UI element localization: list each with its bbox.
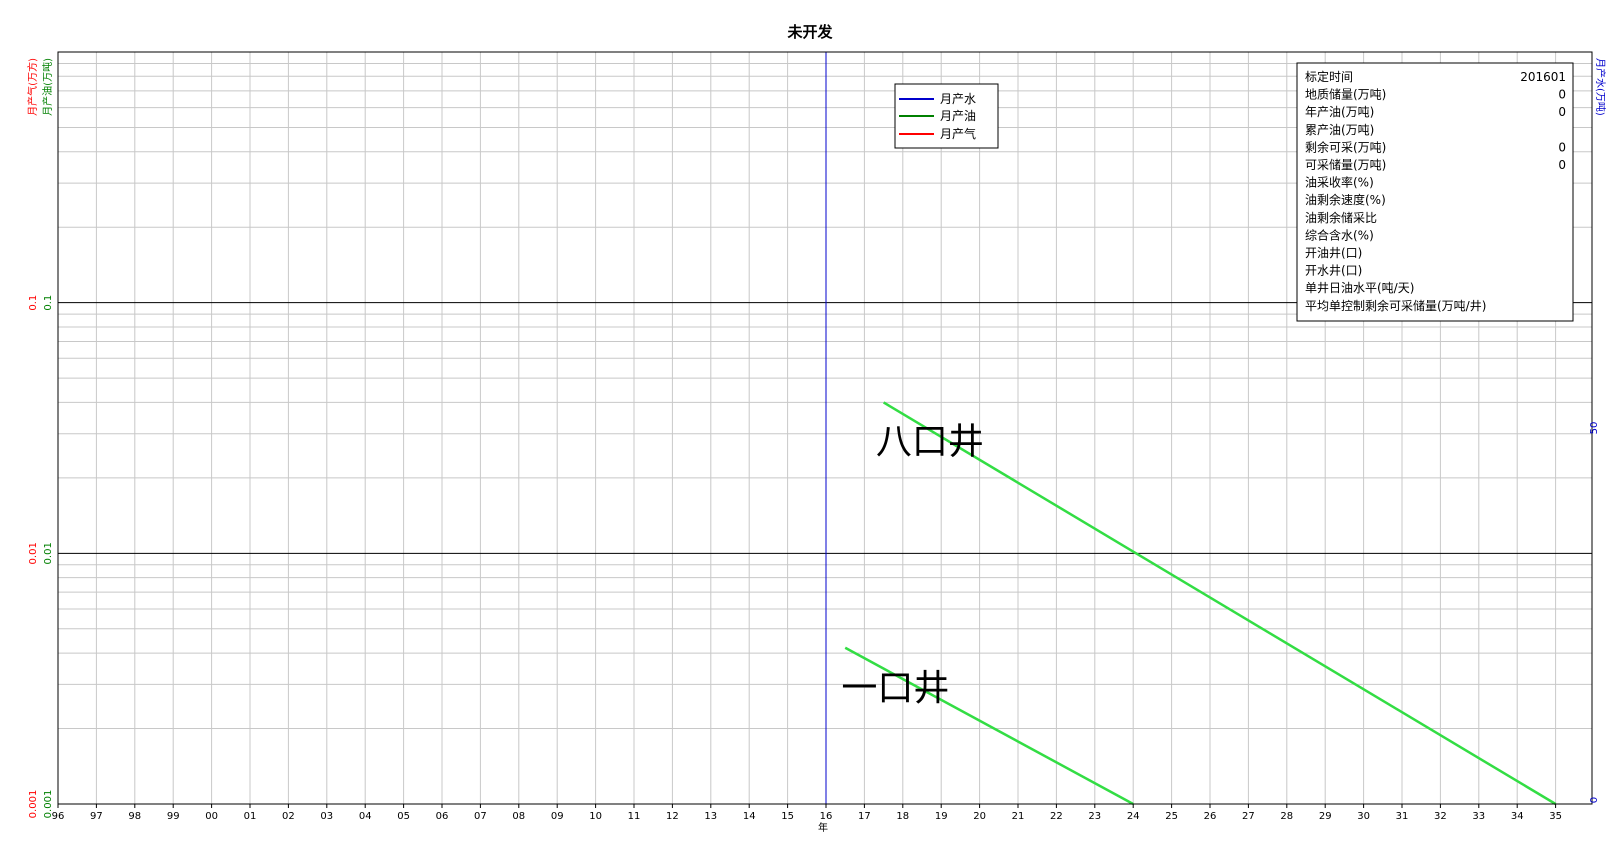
- x-tick-label: 20: [973, 811, 986, 822]
- y-ticks: 0.001 0.001 0.01 0.01 0.1 0.1: [28, 295, 54, 819]
- x-tick-label: 32: [1434, 811, 1447, 822]
- info-label: 累产油(万吨): [1305, 123, 1374, 137]
- grid: [58, 52, 1592, 804]
- x-tick-label: 27: [1242, 811, 1255, 822]
- x-tick-label: 01: [244, 811, 257, 822]
- x-tick-label: 19: [935, 811, 948, 822]
- legend-label-oil: 月产油: [940, 109, 976, 123]
- y-tick-label: 0.1: [28, 295, 39, 311]
- x-tick-label: 03: [320, 811, 333, 822]
- info-value: 0: [1558, 105, 1566, 119]
- y-tick-label: 0.01: [28, 542, 39, 564]
- legend-label-water: 月产水: [940, 92, 976, 106]
- info-label: 单井日油水平(吨/天): [1305, 281, 1414, 295]
- x-tick-label: 02: [282, 811, 295, 822]
- info-label: 油采收率(%): [1305, 175, 1374, 190]
- y-tick-label: 0.001: [28, 790, 39, 819]
- info-label: 油剩余速度(%): [1305, 192, 1386, 207]
- x-tick-label: 26: [1204, 811, 1217, 822]
- info-box: 标定时间 201601 地质储量(万吨) 0 年产油(万吨) 0 累产油(万吨) 剩余可采(万…: [1296, 62, 1574, 322]
- x-tick-label: 15: [781, 811, 794, 822]
- x-tick-label: 09: [551, 811, 564, 822]
- left-axis-label-gas: 月产气(万方): [26, 58, 39, 116]
- legend-label-gas: 月产气: [940, 126, 976, 141]
- info-value: 201601: [1520, 70, 1566, 84]
- x-tick-label: 22: [1050, 811, 1063, 822]
- plot-frame: [57, 51, 1593, 805]
- info-label: 年产油(万吨): [1305, 105, 1374, 119]
- info-label: 地质储量(万吨): [1305, 87, 1386, 102]
- x-tick-label: 12: [666, 811, 679, 822]
- y-tick-label-oil: 0.1: [43, 295, 54, 311]
- x-tick-label: 30: [1357, 811, 1370, 822]
- info-label: 标定时间: [1305, 69, 1353, 84]
- x-tick-label: 33: [1472, 811, 1485, 822]
- info-label: 剩余可采(万吨): [1305, 139, 1386, 154]
- info-value: 0: [1558, 158, 1566, 172]
- left-axis-label-oil: 月产油(万吨): [41, 58, 54, 116]
- annotation-1: 一口井: [841, 668, 949, 709]
- info-label: 开水井(口): [1305, 264, 1362, 278]
- x-tick-label: 13: [704, 811, 717, 822]
- x-tick-label: 10: [589, 811, 602, 822]
- x-tick-label: 00: [205, 811, 218, 822]
- x-tick-label: 29: [1319, 811, 1332, 822]
- right-tick-0: 0: [1589, 797, 1600, 803]
- x-tick-label: 25: [1165, 811, 1178, 822]
- annotation-0: 八口井: [876, 422, 984, 463]
- x-tick-label: 04: [359, 811, 372, 822]
- x-tick-label: 35: [1549, 811, 1562, 822]
- x-tick-label: 11: [628, 811, 641, 822]
- info-label: 平均单控制剩余可采储量(万吨/井): [1305, 298, 1486, 313]
- info-box-frame: [1296, 62, 1574, 322]
- x-tick-label: 16: [820, 811, 833, 822]
- series-layer: [825, 52, 1557, 806]
- x-tick-label: 23: [1088, 811, 1101, 822]
- info-label: 综合含水(%): [1305, 227, 1374, 242]
- x-tick-label: 96: [52, 811, 65, 822]
- x-ticks: 96 97 98 99 00 01 02 03 04 05 06 07 08 09 10 11 12 13 14 15…: [52, 804, 1562, 822]
- x-tick-label: 98: [128, 811, 141, 822]
- chart-title: 未开发: [786, 23, 833, 41]
- series-line-0: [882, 401, 1557, 806]
- x-tick-label: 34: [1511, 811, 1524, 822]
- info-label: 可采储量(万吨): [1305, 157, 1386, 172]
- x-tick-label: 31: [1396, 811, 1409, 822]
- x-tick-label: 28: [1280, 811, 1293, 822]
- x-tick-label: 07: [474, 811, 487, 822]
- x-axis-label: 年: [818, 821, 828, 834]
- legend: 月产水 月产油 月产气: [894, 83, 999, 149]
- right-axis-label-water: 月产水(万吨): [1594, 58, 1607, 116]
- x-tick-label: 21: [1012, 811, 1025, 822]
- info-value: 0: [1558, 88, 1566, 102]
- y-tick-label-oil: 0.001: [43, 790, 54, 819]
- info-label: 油剩余储采比: [1305, 210, 1377, 225]
- right-tick-50: 50: [1589, 422, 1600, 435]
- x-tick-label: 99: [167, 811, 180, 822]
- x-tick-label: 05: [397, 811, 410, 822]
- series-line-1: [844, 646, 1134, 806]
- x-tick-label: 18: [896, 811, 909, 822]
- x-tick-label: 06: [436, 811, 449, 822]
- x-tick-label: 24: [1127, 811, 1140, 822]
- x-tick-label: 97: [90, 811, 103, 822]
- x-tick-label: 14: [743, 811, 756, 822]
- x-tick-label: 08: [512, 811, 525, 822]
- y-tick-label-oil: 0.01: [43, 542, 54, 564]
- info-label: 开油井(口): [1305, 246, 1362, 260]
- x-tick-label: 17: [858, 811, 871, 822]
- info-value: 0: [1558, 140, 1566, 154]
